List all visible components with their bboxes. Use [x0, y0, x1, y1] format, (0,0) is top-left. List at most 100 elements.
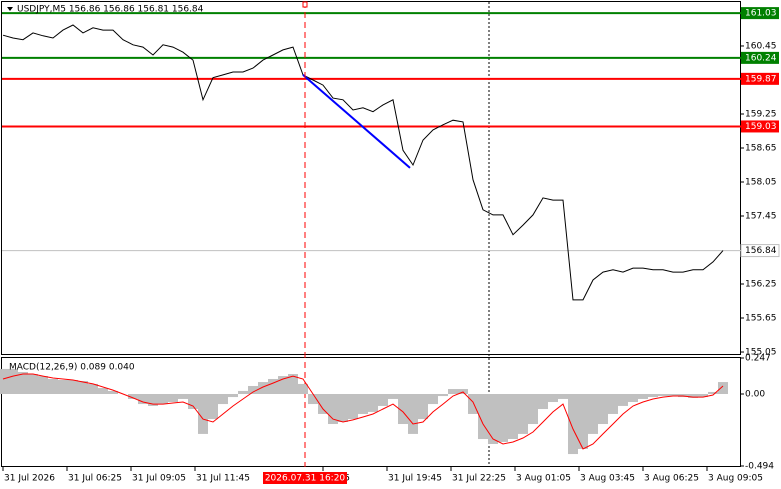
macd-bar — [668, 394, 678, 397]
macd-bar — [398, 394, 408, 425]
macd-bar — [508, 394, 518, 440]
macd-bar — [568, 394, 578, 455]
price-panel-frame — [1, 1, 741, 355]
level-label: 159.03 — [745, 122, 777, 132]
level-label: 161.03 — [745, 9, 777, 19]
macd-bar — [488, 394, 498, 444]
macd-bar — [608, 394, 618, 414]
macd-bar — [348, 394, 358, 420]
y-tick-label: 157.45 — [745, 211, 777, 221]
macd-bar — [98, 388, 108, 394]
y-tick-label: 156.25 — [745, 280, 777, 290]
level-box — [741, 7, 779, 20]
cursor-label: 2026.07.31 16:20 — [265, 474, 346, 484]
y-tick-label: 159.25 — [745, 109, 777, 119]
macd-bar — [418, 394, 428, 420]
macd-bar — [428, 394, 438, 405]
level-label: 159.87 — [745, 74, 777, 84]
macd-bar — [708, 391, 718, 394]
macd-bar — [518, 394, 528, 434]
macd-bar — [268, 378, 278, 394]
last-price-box — [740, 244, 780, 258]
macd-bar — [528, 394, 538, 425]
title-marker — [7, 7, 13, 11]
macd-bar — [178, 394, 188, 399]
trend-line — [302, 74, 411, 169]
macd-bar — [328, 394, 338, 425]
macd-bar — [338, 394, 348, 422]
x-tick-label: 31 Jul 06:25 — [68, 474, 122, 484]
cursor-label-box — [263, 472, 347, 484]
cursor-handle — [302, 1, 308, 8]
x-tick-label: 3 Aug 09:05 — [708, 474, 763, 484]
macd-bar — [208, 394, 218, 420]
macd-bar — [468, 394, 478, 414]
macd-bar — [318, 394, 328, 414]
y-tick-label: 155.05 — [745, 348, 777, 358]
macd-bar — [548, 394, 558, 403]
x-tick-label: 31 Jul 2026 — [4, 474, 55, 484]
macd-bar — [658, 394, 668, 397]
x-tick-label: 31 Jul 09:05 — [132, 474, 186, 484]
macd-bar — [108, 390, 118, 394]
macd-bar — [0, 368, 8, 394]
macd-bar — [308, 394, 318, 405]
last-price-label: 156.84 — [745, 246, 777, 256]
macd-bar — [698, 394, 708, 398]
level-box — [741, 51, 779, 64]
level-box — [741, 72, 779, 85]
macd-bar — [628, 394, 638, 403]
macd-title: MACD(12,26,9) 0.089 0.040 — [9, 363, 135, 373]
macd-bar — [598, 394, 608, 425]
x-tick-label: 3 Aug 03:45 — [580, 474, 635, 484]
macd-bar — [498, 394, 508, 442]
y-tick-label: 155.65 — [745, 314, 777, 324]
macd-bar — [618, 394, 628, 406]
macd-bar — [278, 376, 288, 394]
level-label: 160.24 — [745, 53, 777, 63]
macd-bar — [48, 378, 58, 394]
x-tick-label: 31 Jul 22:25 — [452, 474, 506, 484]
macd-bar — [638, 394, 648, 399]
macd-bar — [238, 390, 248, 394]
price-line — [2, 24, 724, 301]
macd-bar — [288, 374, 298, 394]
macd-bar — [158, 394, 168, 405]
macd-bar — [78, 381, 88, 394]
macd-bar — [28, 374, 38, 394]
level-box — [741, 120, 779, 133]
macd-bar — [228, 394, 238, 398]
macd-bar — [588, 394, 598, 434]
macd-bar — [438, 394, 448, 397]
macd-bar — [218, 394, 228, 405]
macd-bar — [18, 371, 28, 394]
macd-panel-frame — [1, 357, 741, 467]
x-tick-label: 31 Jul 19:45 — [388, 474, 442, 484]
macd-bar — [128, 394, 138, 399]
macd-bar — [138, 394, 148, 405]
macd-bar — [558, 394, 568, 399]
macd-bar — [188, 394, 198, 410]
macd-bar — [408, 394, 418, 434]
y-tick-label: 158.05 — [745, 177, 777, 187]
macd-bar — [448, 389, 458, 394]
macd-bar — [88, 383, 98, 394]
y-tick-label: -0.494 — [745, 462, 774, 472]
y-tick-label: 0.247 — [745, 354, 771, 364]
macd-bar — [68, 380, 78, 394]
macd-bar — [168, 394, 178, 403]
macd-bar — [718, 382, 728, 394]
macd-bar — [688, 394, 698, 398]
macd-bar — [648, 394, 658, 398]
signal-line — [2, 373, 724, 450]
y-tick-label: 160.45 — [745, 41, 777, 51]
x-tick-label: 3 Aug 01:05 — [516, 474, 571, 484]
y-tick-label: 0.00 — [745, 390, 765, 400]
macd-bar — [8, 368, 18, 394]
x-tick-label: 3 Aug 06:25 — [644, 474, 699, 484]
macd-bar — [358, 394, 368, 414]
macd-bar — [478, 394, 488, 440]
macd-bar — [578, 394, 588, 449]
